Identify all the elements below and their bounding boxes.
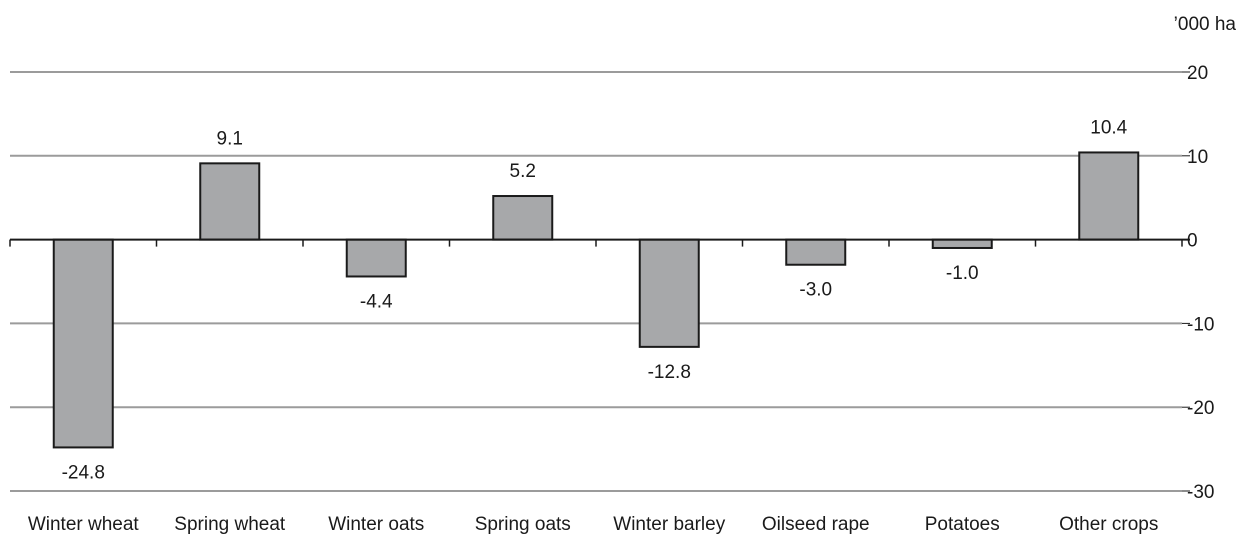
bar [638, 238, 700, 348]
category-label: Oilseed rape [762, 514, 870, 535]
bar [1078, 151, 1140, 241]
category-label: Winter wheat [28, 514, 140, 535]
data-label: -1.0 [946, 263, 979, 284]
data-label: -3.0 [799, 280, 832, 301]
bar [199, 162, 261, 241]
category-label: Winter oats [328, 514, 424, 535]
labels: 20 10 0 -10 -20 -30 -24.8 9.1 -4.4 5.2 -12.8 -3.0 -1… [28, 63, 1215, 535]
y-tick-label: 0 [1187, 231, 1198, 252]
gridlines [10, 71, 1182, 492]
category-label: Spring oats [475, 514, 571, 535]
y-tick-label: 10 [1187, 147, 1208, 168]
bar [492, 195, 554, 241]
y-tick-label: -20 [1187, 398, 1214, 419]
category-label: Potatoes [925, 514, 1000, 535]
data-label: 9.1 [217, 128, 243, 149]
category-label: Winter barley [613, 514, 725, 535]
bar [345, 238, 407, 278]
bar [52, 238, 114, 449]
bar [785, 238, 847, 266]
y-tick-label: -30 [1187, 482, 1214, 503]
category-label: Spring wheat [174, 514, 286, 535]
y-tick-label: 20 [1187, 63, 1208, 84]
data-label: -12.8 [648, 362, 691, 383]
data-label: 5.2 [510, 161, 536, 182]
x-axis [9, 71, 1190, 492]
unit-label: ’000 ha [1174, 14, 1237, 35]
bars [52, 151, 1140, 449]
category-label: Other crops [1059, 514, 1158, 535]
data-label: -4.4 [360, 291, 393, 312]
bar [931, 238, 993, 249]
y-tick-label: -10 [1187, 314, 1214, 335]
data-label: 10.4 [1090, 117, 1127, 138]
data-label: -24.8 [62, 462, 105, 483]
